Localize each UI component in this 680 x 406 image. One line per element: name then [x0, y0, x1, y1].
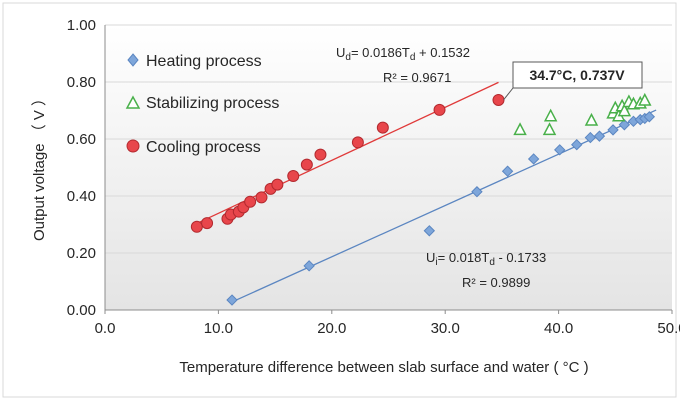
point-cooling [376, 121, 389, 134]
legend-label-cooling: Cooling process [146, 139, 261, 156]
heating-r2-text: R² = 0.9899 [462, 275, 530, 290]
cooling-equation-text: Ud= 0.0186Td + 0.1532 [336, 45, 470, 63]
point-stabilizing [542, 122, 557, 136]
x-tick-label: 40.0 [544, 320, 573, 337]
point-heating [554, 144, 566, 156]
y-axis-title: Output voltage （ V ） [31, 91, 48, 241]
point-heating [607, 124, 619, 136]
cooling-r2-text: R² = 0.9671 [383, 70, 451, 85]
legend-item-heating: Heating process [127, 53, 262, 70]
point-cooling [271, 178, 284, 191]
point-cooling [351, 136, 364, 149]
point-heating [618, 119, 631, 131]
point-heating [423, 225, 436, 237]
point-heating [303, 260, 315, 272]
point-cooling [255, 191, 268, 204]
data-points [190, 92, 656, 306]
legend-marker-cooling [126, 139, 140, 153]
point-stabilizing [638, 92, 652, 106]
heating-equation-text: Ui= 0.018Td - 0.1733 [426, 250, 546, 268]
point-heating [501, 165, 514, 177]
point-cooling [190, 220, 203, 233]
x-tick-label: 10.0 [204, 320, 233, 337]
y-tick-label: 1.00 [67, 17, 96, 34]
trendline-heating [231, 109, 657, 303]
y-tick-label: 0.60 [67, 131, 96, 148]
point-cooling [287, 170, 300, 183]
callout-text: 34.7°C, 0.737V [529, 67, 625, 83]
y-tick-label: 0.40 [67, 188, 96, 205]
legend-marker-heating [127, 53, 139, 67]
point-heating [643, 111, 656, 123]
point-heating [527, 153, 540, 165]
x-axis-title: Temperature difference between slab surf… [179, 359, 588, 376]
legend-item-stabilizing: Stabilizing process [125, 95, 279, 112]
heating-equation: Ui= 0.018Td - 0.1733 R² = 0.9899 [426, 250, 546, 290]
point-stabilizing [543, 108, 558, 122]
x-tick-label: 30.0 [431, 320, 460, 337]
point-cooling [201, 217, 214, 230]
legend-label-heating: Heating process [146, 53, 262, 70]
point-heating [593, 130, 606, 142]
callout-leader-line [503, 87, 514, 101]
point-cooling [300, 158, 313, 171]
point-cooling [433, 103, 446, 116]
point-heating [584, 131, 597, 144]
point-stabilizing [617, 103, 632, 117]
point-cooling [314, 148, 327, 161]
point-stabilizing [584, 112, 599, 126]
axes [104, 25, 673, 314]
y-tick-label: 0.80 [67, 74, 96, 91]
point-heating [571, 138, 583, 151]
legend-item-cooling: Cooling process [126, 139, 261, 156]
point-stabilizing [513, 122, 527, 136]
cooling-equation: Ud= 0.0186Td + 0.1532 R² = 0.9671 [336, 45, 470, 85]
x-tick-label: 20.0 [317, 320, 346, 337]
point-cooling [492, 93, 505, 106]
tick-labels: 0.00 0.20 0.40 0.60 0.80 1.00 0.0 10.0 20.0 30.0 4… [67, 17, 680, 337]
x-tick-label: 0.0 [95, 320, 116, 337]
legend-marker-stabilizing [125, 95, 141, 109]
point-cooling [244, 195, 257, 208]
callout: 34.7°C, 0.737V [503, 61, 643, 101]
point-heating [471, 186, 483, 198]
legend: Heating process Stabilizing process Cool… [125, 53, 279, 156]
point-heating [226, 294, 238, 306]
callout-box [512, 61, 643, 89]
legend-label-stabilizing: Stabilizing process [146, 95, 279, 112]
y-tick-label: 0.20 [67, 245, 96, 262]
x-tick-label: 50.0 [657, 320, 680, 337]
y-tick-label: 0.00 [67, 302, 96, 319]
